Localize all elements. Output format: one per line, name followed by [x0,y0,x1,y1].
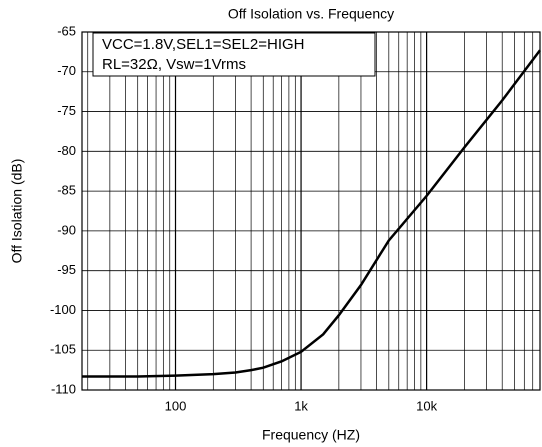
y-tick-label: -95 [57,262,76,277]
y-axis-label: Off Isolation (dB) [9,159,25,264]
annotation: RL=32Ω, Vsw=1Vrms [102,56,246,73]
y-tick-label: -100 [50,302,76,317]
y-tick-label: -85 [57,183,76,198]
y-tick-label: -80 [57,143,76,158]
y-tick-label: -105 [50,342,76,357]
y-tick-label: -65 [57,23,76,38]
plot-frame [81,31,541,391]
x-tick-label: 1k [294,398,308,413]
data-line [82,49,541,378]
chart-title: Off Isolation vs. Frequency [228,6,394,22]
x-tick-label: 100 [165,398,187,413]
x-tick-label: 10k [416,398,437,413]
annotation-box [92,32,376,77]
y-tick-label: -70 [57,63,76,78]
annotation: VCC=1.8V,SEL1=SEL2=HIGH [102,36,305,53]
y-tick-label: -110 [51,381,76,396]
y-tick-label: -90 [57,222,76,237]
y-tick-label: -75 [57,103,76,118]
x-axis-label: Frequency (HZ) [262,427,360,443]
